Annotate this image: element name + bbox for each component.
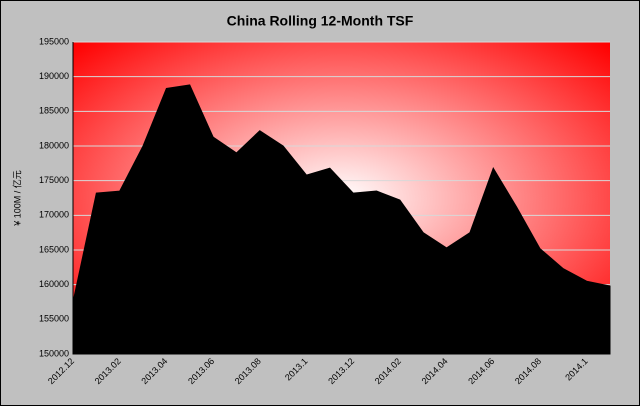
y-tick-label: 180000 — [39, 140, 69, 150]
y-tick-label: 170000 — [39, 210, 69, 220]
y-tick-label: 175000 — [39, 175, 69, 185]
y-tick-label: 185000 — [39, 106, 69, 116]
area — [72, 84, 611, 355]
y-tick-label: 160000 — [39, 279, 69, 289]
y-tick-label: 195000 — [39, 36, 69, 46]
y-tick-label: 190000 — [39, 71, 69, 81]
y-tick-label: 150000 — [39, 348, 69, 358]
chart-title: China Rolling 12-Month TSF — [227, 13, 414, 29]
y-axis-label: ¥ 100M / 亿元 — [11, 170, 22, 227]
y-tick-label: 165000 — [39, 244, 69, 254]
y-tick-label: 155000 — [39, 314, 69, 324]
